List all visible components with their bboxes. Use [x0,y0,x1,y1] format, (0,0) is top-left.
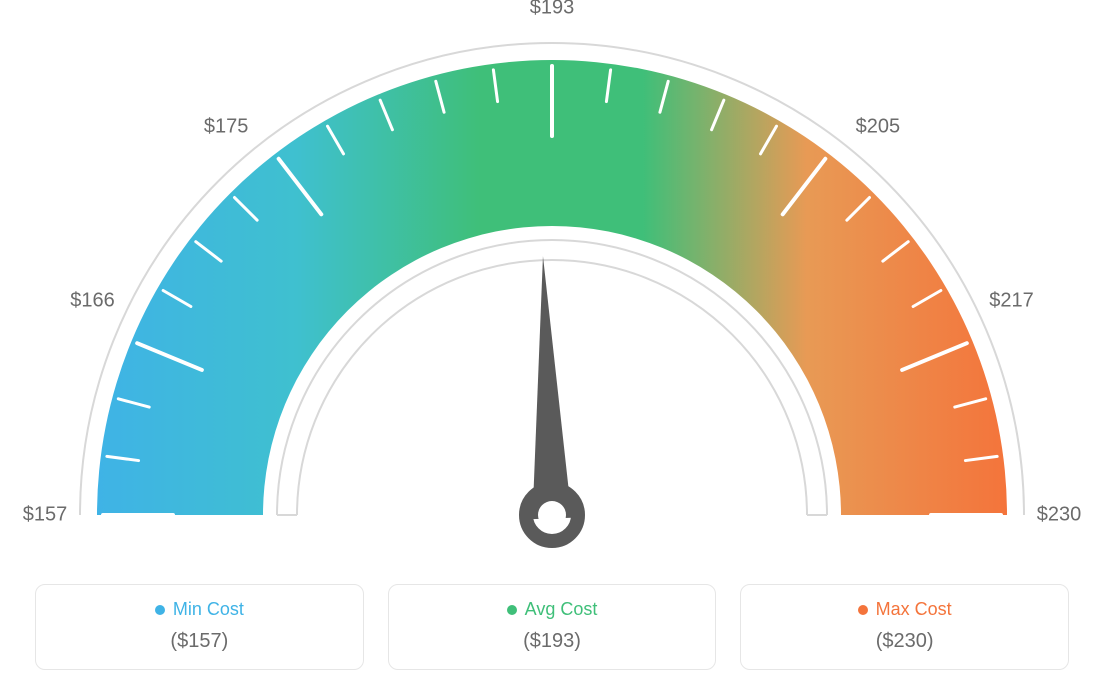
gauge-area: $157 $166 $175 $193 $205 $217 $230 [0,0,1104,560]
legend-title-row: Min Cost [46,599,353,620]
dot-icon [155,605,165,615]
gauge-tick-label: $230 [1037,504,1082,527]
legend-title: Max Cost [876,599,952,620]
gauge-tick-label: $205 [856,115,901,138]
gauge-tick-label: $217 [989,289,1034,312]
legend-card-min: Min Cost ($157) [35,584,364,670]
gauge-tick-label: $193 [530,0,575,20]
gauge-tick-label: $157 [23,504,68,527]
legend-value: ($157) [46,630,353,653]
legend-title: Avg Cost [525,599,598,620]
legend-card-max: Max Cost ($230) [740,584,1069,670]
dot-icon [858,605,868,615]
gauge-svg [0,0,1104,560]
gauge-tick-label: $166 [70,289,115,312]
gauge-tick-label: $175 [204,115,249,138]
dot-icon [507,605,517,615]
legend-title: Min Cost [173,599,244,620]
legend-title-row: Avg Cost [399,599,706,620]
legend-value: ($230) [751,630,1058,653]
legend-row: Min Cost ($157) Avg Cost ($193) Max Cost… [35,584,1069,670]
cost-gauge-chart: $157 $166 $175 $193 $205 $217 $230 Min Cost ($… [0,0,1104,690]
legend-card-avg: Avg Cost ($193) [388,584,717,670]
legend-value: ($193) [399,630,706,653]
legend-title-row: Max Cost [751,599,1058,620]
